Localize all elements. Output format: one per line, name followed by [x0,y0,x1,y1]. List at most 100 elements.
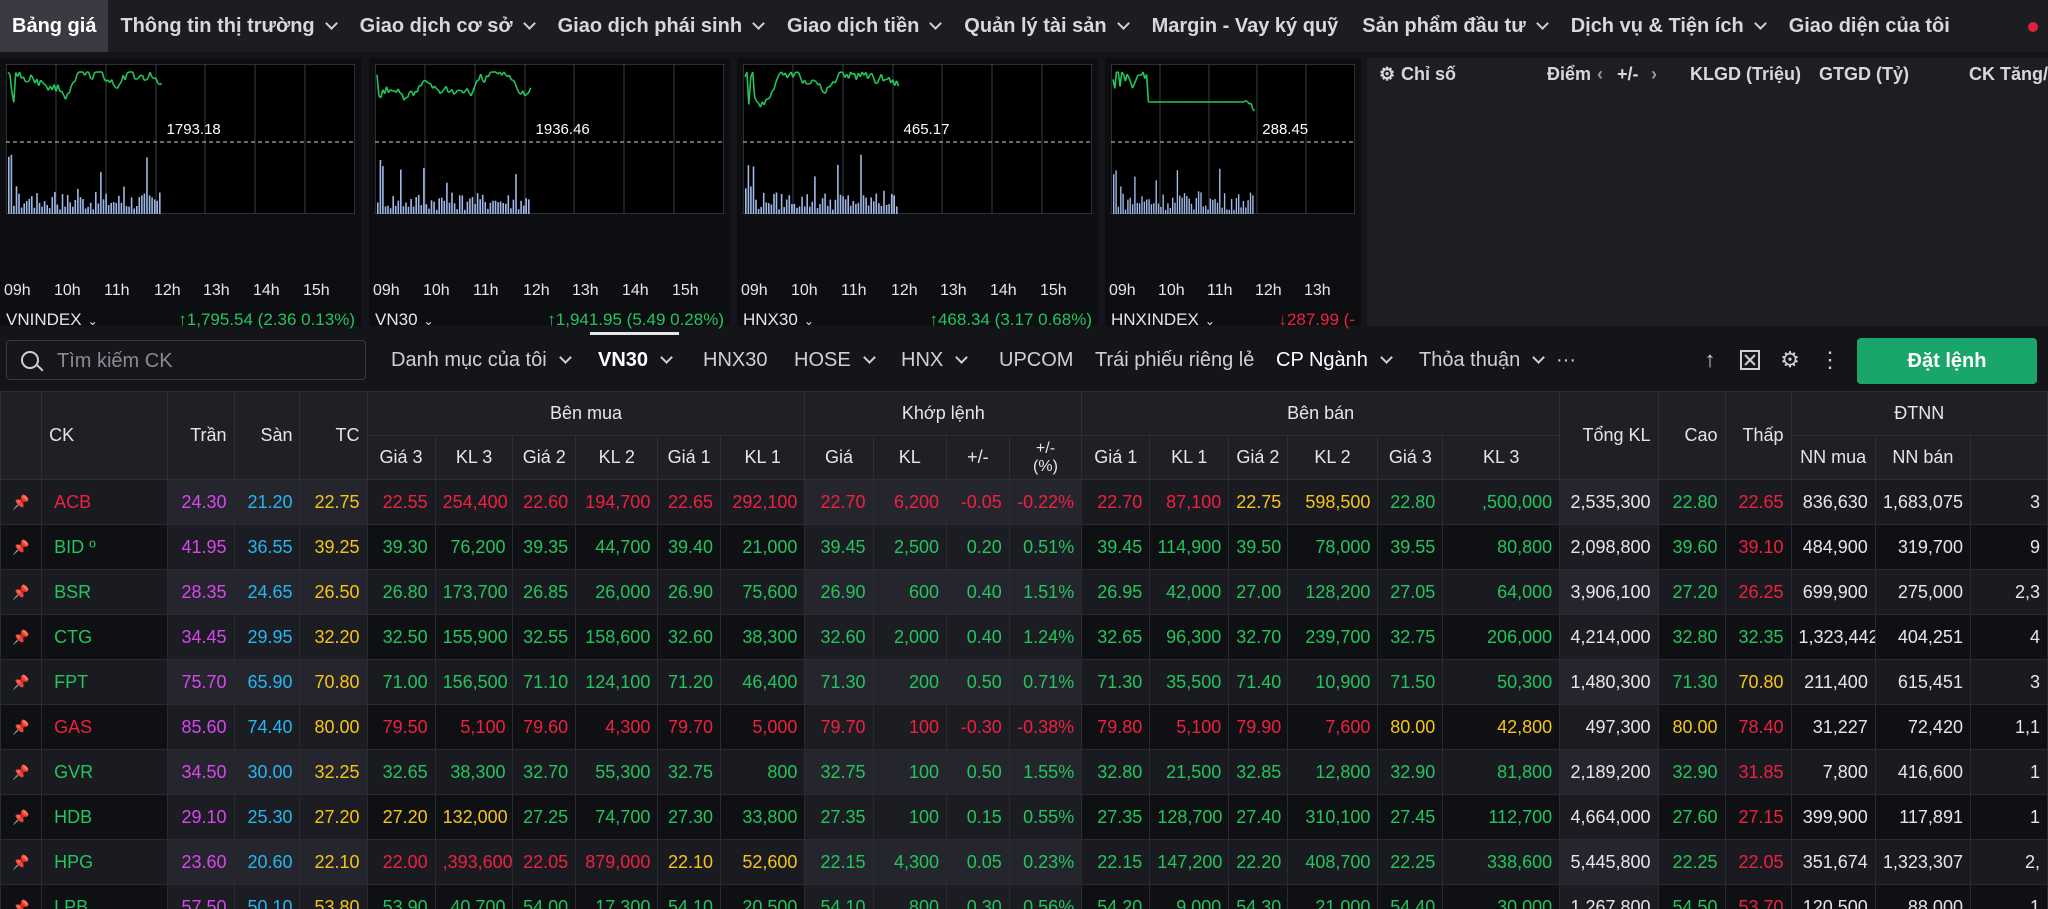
header-ask2[interactable]: Giá 2 [1228,435,1288,480]
chevron-right-icon[interactable]: › [1651,64,1657,84]
header-price[interactable]: Giá [804,435,874,480]
board-tab-1[interactable]: VN30 [589,332,680,380]
header-foreign-sell[interactable]: NN bán [1874,435,1971,480]
header-avol3[interactable]: KL 3 [1442,435,1561,480]
symbol-cell[interactable]: HDB [41,794,168,840]
symbol-cell[interactable]: BID º [41,524,168,570]
chevron-down-icon[interactable]: ⌄ [87,314,98,328]
gear-icon[interactable]: ⚙ [1780,347,1800,372]
header-floor[interactable]: Sàn [233,391,301,480]
chevron-down-icon[interactable]: ⌄ [803,314,814,328]
notification-dot[interactable] [2028,22,2038,32]
pin-icon[interactable]: 📌 [0,704,43,750]
pin-icon[interactable]: 📌 [0,884,43,909]
table-row[interactable]: 📌 BSR 28.35 24.65 26.50 26.80 173,700 26.85 26,0… [0,569,2048,615]
chevron-left-icon[interactable]: ‹ [1597,64,1603,84]
nav-item-7[interactable]: Sản phẩm đầu tư [1350,0,1558,52]
header-vol[interactable]: KL [872,435,948,480]
table-row[interactable]: 📌 HDB 29.10 25.30 27.20 27.20 132,000 27.25 74,7… [0,794,2048,840]
board-tab-6[interactable]: Trái phiếu riêng lẻ [1095,340,1254,380]
index-card-hnx30[interactable]: 465.17 09h 10h 11h 12h 13h 14h 15h HNX30 ⌄ ↑468.34… [737,58,1098,373]
header-ask3[interactable]: Giá 3 [1377,435,1444,480]
pin-icon[interactable]: 📌 [0,524,43,570]
nav-item-2[interactable]: Giao dịch cơ sở [348,0,546,52]
header-total-volume[interactable]: Tổng KL [1559,391,1659,480]
nav-item-3[interactable]: Giao dịch phái sinh [546,0,775,52]
table-row[interactable]: 📌 GAS 85.60 74.40 80.00 79.50 5,100 79.60 4,300 7… [0,704,2048,750]
nav-item-1[interactable]: Thông tin thị trường [108,0,347,52]
symbol-cell[interactable]: FPT [41,659,168,705]
ask3-price: 39.55 [1377,524,1444,570]
header-change-pct[interactable]: +/- (%) [1008,435,1083,480]
chart-volume-bar [1155,180,1157,214]
search-input[interactable] [57,347,357,375]
header-ceil[interactable]: Trần [166,391,235,480]
more-vertical-icon[interactable]: ⋮ [1819,347,1841,372]
header-foreign-buy[interactable]: NN mua [1790,435,1876,480]
header-ask1[interactable]: Giá 1 [1081,435,1151,480]
nav-item-0[interactable]: Bảng giá [0,0,109,52]
header-bid2[interactable]: Giá 2 [512,435,577,480]
search-box[interactable] [6,340,366,380]
index-card-vn30[interactable]: 1936.46 09h 10h 11h 12h 13h 14h 15h VN30 ⌄ ↑1,941.… [369,58,730,373]
index-card-hnxindex[interactable]: 288.45 09h 10h 11h 12h 13h HNXINDEX ⌄ ↓287.99 (-… [1105,58,1361,373]
table-row[interactable]: 📌 FPT 75.70 65.90 70.80 71.00 156,500 71.10 124,… [0,659,2048,705]
pin-icon[interactable]: 📌 [0,614,43,660]
symbol-cell[interactable]: ACB [41,479,168,525]
header-low[interactable]: Thấp [1724,391,1792,480]
pin-icon[interactable]: 📌 [0,794,43,840]
header-bvol2[interactable]: KL 2 [575,435,659,480]
excel-export-icon[interactable] [1736,346,1764,374]
table-row[interactable]: 📌 LPB 57.50 50.10 53.80 53.90 40,700 54.00 17,30… [0,884,2048,909]
index-card-vnindex[interactable]: 1793.18 09h 10h 11h 12h 13h 14h 15h VNINDEX ⌄ ↑1,7… [0,58,361,373]
pin-icon[interactable]: 📌 [0,569,43,615]
chart-volume-bar [809,206,811,214]
pin-icon[interactable]: 📌 [0,749,43,795]
header-bid3[interactable]: Giá 3 [366,435,436,480]
table-row[interactable]: 📌 CTG 34.45 29.95 32.20 32.50 155,900 32.55 158,… [0,614,2048,660]
arrow-up-icon[interactable]: ↑ [1704,347,1716,372]
board-tab-2[interactable]: HNX30 [703,340,767,380]
board-tab-9[interactable]: ··· [1556,340,1576,380]
board-tab-3[interactable]: HOSE [794,340,876,380]
header-avol2[interactable]: KL 2 [1286,435,1379,480]
header-bid1[interactable]: Giá 1 [657,435,722,480]
pin-icon[interactable]: 📌 [0,659,43,705]
board-tab-7[interactable]: CP Ngành [1276,340,1393,380]
table-row[interactable]: 📌 BID º 41.95 36.55 39.25 39.30 76,200 39.35 44,… [0,524,2048,570]
pin-icon[interactable]: 📌 [0,479,43,525]
chevron-down-icon[interactable]: ⌄ [1204,314,1215,328]
table-row[interactable]: 📌 GVR 34.50 30.00 32.25 32.65 38,300 32.70 55,30… [0,749,2048,795]
header-symbol[interactable]: CK [41,391,168,480]
header-bvol3[interactable]: KL 3 [434,435,514,480]
header-bvol1[interactable]: KL 1 [720,435,806,480]
nav-item-5[interactable]: Quản lý tài sản [952,0,1139,52]
table-row[interactable]: 📌 HPG 23.60 20.60 22.10 22.00,393,600 22.05 879… [0,839,2048,885]
pin-icon[interactable]: 📌 [0,839,43,885]
symbol-cell[interactable]: GAS [41,704,168,750]
symbol-cell[interactable]: LPB [41,884,168,909]
index-name: HNXINDEX [1111,310,1199,329]
symbol-cell[interactable]: GVR [41,749,168,795]
nav-item-4[interactable]: Giao dịch tiền [775,0,952,52]
chevron-down-icon[interactable]: ⌄ [423,314,434,328]
nav-item-9[interactable]: Giao diện của tôi [1777,0,1962,52]
header-high[interactable]: Cao [1657,391,1726,480]
header-ref[interactable]: TC [299,391,368,480]
board-tab-5[interactable]: UPCOM [999,340,1073,380]
board-tab-4[interactable]: HNX [901,340,969,380]
board-tab-8[interactable]: Thỏa thuận [1419,340,1546,380]
nav-item-6[interactable]: Margin - Vay ký quỹ [1140,0,1351,52]
place-order-button[interactable]: Đặt lệnh [1857,338,2037,384]
board-tab-0[interactable]: Danh mục của tôi [391,340,572,380]
settings-icon[interactable]: ⚙ [1379,64,1396,84]
nav-item-8[interactable]: Dịch vụ & Tiện ích [1559,0,1777,52]
chart-price-segment [126,71,130,75]
table-row[interactable]: 📌 ACB 24.30 21.20 22.75 22.55 254,400 22.60 194,… [0,479,2048,525]
header-change[interactable]: +/- [946,435,1010,480]
low-price: 78.40 [1724,704,1792,750]
symbol-cell[interactable]: BSR [41,569,168,615]
symbol-cell[interactable]: CTG [41,614,168,660]
header-avol1[interactable]: KL 1 [1149,435,1230,480]
symbol-cell[interactable]: HPG [41,839,168,885]
